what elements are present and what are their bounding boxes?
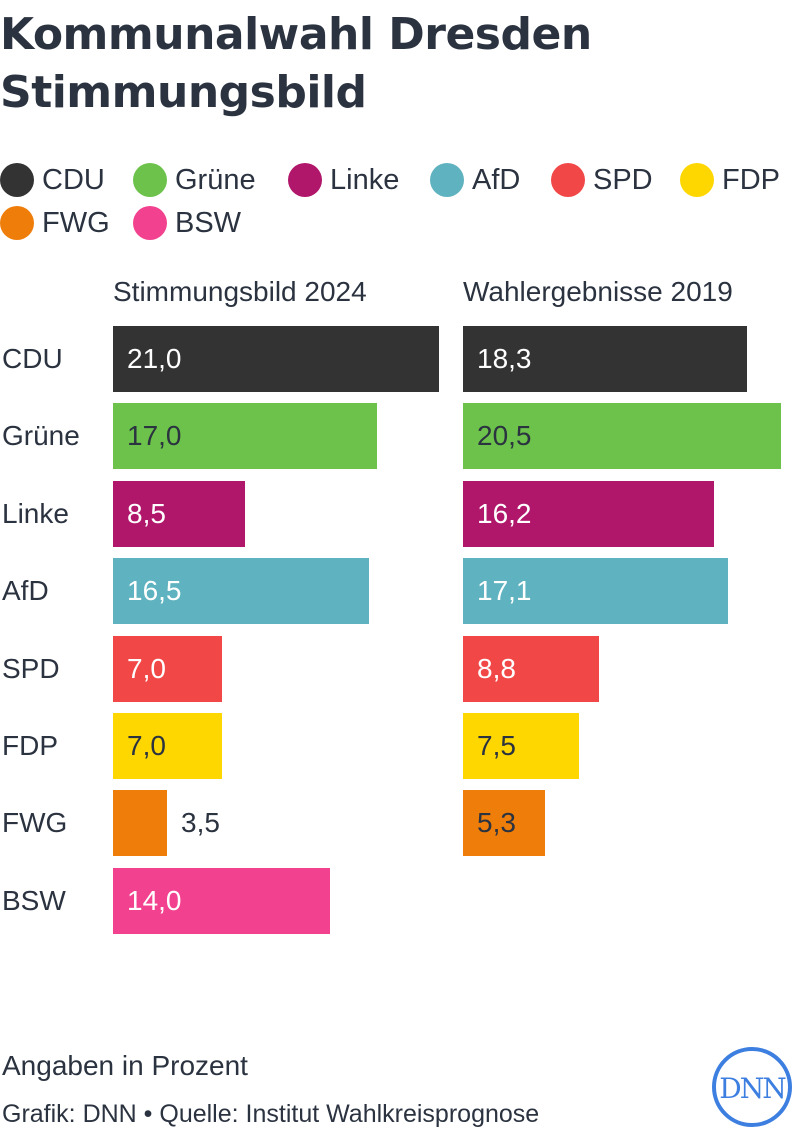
legend-item-afd: AfD xyxy=(430,160,520,200)
legend-swatch-cdu xyxy=(0,163,34,197)
column-header-wahlergebnisse-2019: Wahlergebnisse 2019 xyxy=(463,276,733,307)
chart-title-line-1: Kommunalwahl Dresden xyxy=(0,9,592,60)
legend-item-gruene: Grüne xyxy=(133,160,256,200)
bar-cdu-2019 xyxy=(463,326,747,392)
legend-label-spd: SPD xyxy=(593,163,653,196)
bar-value-gruene-2024: 17,0 xyxy=(127,420,182,451)
bar-spd-2019 xyxy=(463,636,599,702)
bar-afd-2024 xyxy=(113,558,369,624)
bar-value-fwg-2019: 5,3 xyxy=(477,807,516,838)
row-label-gruene: Grüne xyxy=(2,420,80,451)
bar-linke-2024 xyxy=(113,481,245,547)
bar-value-linke-2024: 8,5 xyxy=(127,498,166,529)
bar-value-fdp-2024: 7,0 xyxy=(127,730,166,761)
dnn-logo: DNN xyxy=(712,1047,792,1127)
legend-swatch-fdp xyxy=(680,163,714,197)
bar-value-spd-2019: 8,8 xyxy=(477,653,516,684)
legend-label-afd: AfD xyxy=(472,163,521,196)
bar-value-afd-2019: 17,1 xyxy=(477,575,532,606)
row-label-cdu: CDU xyxy=(2,343,63,374)
legend-swatch-bsw xyxy=(133,206,167,240)
chart-title-line-2: Stimmungsbild xyxy=(0,67,367,118)
legend: CDU Grüne Linke AfD SPD FDP FWG BSW xyxy=(0,160,800,250)
bar-value-fdp-2019: 7,5 xyxy=(477,730,516,761)
legend-swatch-linke xyxy=(288,163,322,197)
legend-swatch-afd xyxy=(430,163,464,197)
bar-value-afd-2024: 16,5 xyxy=(127,575,182,606)
legend-label-fwg: FWG xyxy=(42,206,110,239)
legend-item-fwg: FWG xyxy=(0,203,110,243)
bar-afd-2019 xyxy=(463,558,728,624)
row-label-spd: SPD xyxy=(2,653,60,684)
bar-value-spd-2024: 7,0 xyxy=(127,653,166,684)
legend-label-linke: Linke xyxy=(330,163,400,196)
bar-fdp-2019 xyxy=(463,713,579,779)
bar-chart: CDU 21,0 18,3 Grüne 17,0 20,5 Linke 8,5 16,2 AfD 1… xyxy=(0,320,800,950)
legend-item-cdu: CDU xyxy=(0,160,105,200)
bar-value-cdu-2024: 21,0 xyxy=(127,343,182,374)
legend-swatch-spd xyxy=(551,163,585,197)
column-header-stimmungsbild-2024: Stimmungsbild 2024 xyxy=(113,276,367,307)
bar-gruene-2019 xyxy=(463,403,781,469)
legend-label-bsw: BSW xyxy=(175,206,242,239)
bar-value-cdu-2019: 18,3 xyxy=(477,343,532,374)
legend-label-fdp: FDP xyxy=(722,163,780,196)
legend-item-bsw: BSW xyxy=(133,203,241,243)
bar-bsw-2024 xyxy=(113,868,330,934)
bar-fwg-2024 xyxy=(113,790,167,856)
source-credit: Grafik: DNN • Quelle: Institut Wahlkreis… xyxy=(2,1100,540,1128)
row-label-fwg: FWG xyxy=(2,807,68,838)
bar-value-gruene-2019: 20,5 xyxy=(477,420,532,451)
svg-text:DNN: DNN xyxy=(719,1072,786,1105)
legend-label-cdu: CDU xyxy=(42,163,105,196)
chart-title: Kommunalwahl Dresden Stimmungsbild xyxy=(0,6,800,122)
row-label-fdp: FDP xyxy=(2,730,58,761)
bar-fdp-2024 xyxy=(113,713,222,779)
bar-cdu-2024 xyxy=(113,326,439,392)
row-label-bsw: BSW xyxy=(2,885,66,916)
legend-swatch-gruene xyxy=(133,163,167,197)
bar-fwg-2019 xyxy=(463,790,545,856)
bar-spd-2024 xyxy=(113,636,222,702)
row-label-afd: AfD xyxy=(2,575,49,606)
bar-value-linke-2019: 16,2 xyxy=(477,498,532,529)
bar-value-fwg-2024: 3,5 xyxy=(181,807,220,838)
legend-item-spd: SPD xyxy=(551,160,653,200)
row-label-linke: Linke xyxy=(2,498,69,529)
legend-item-linke: Linke xyxy=(288,160,399,200)
bar-gruene-2024 xyxy=(113,403,377,469)
legend-swatch-fwg xyxy=(0,206,34,240)
legend-item-fdp: FDP xyxy=(680,160,780,200)
unit-note: Angaben in Prozent xyxy=(2,1050,248,1081)
bar-value-bsw-2024: 14,0 xyxy=(127,885,182,916)
legend-label-gruene: Grüne xyxy=(175,163,256,196)
bar-linke-2019 xyxy=(463,481,714,547)
